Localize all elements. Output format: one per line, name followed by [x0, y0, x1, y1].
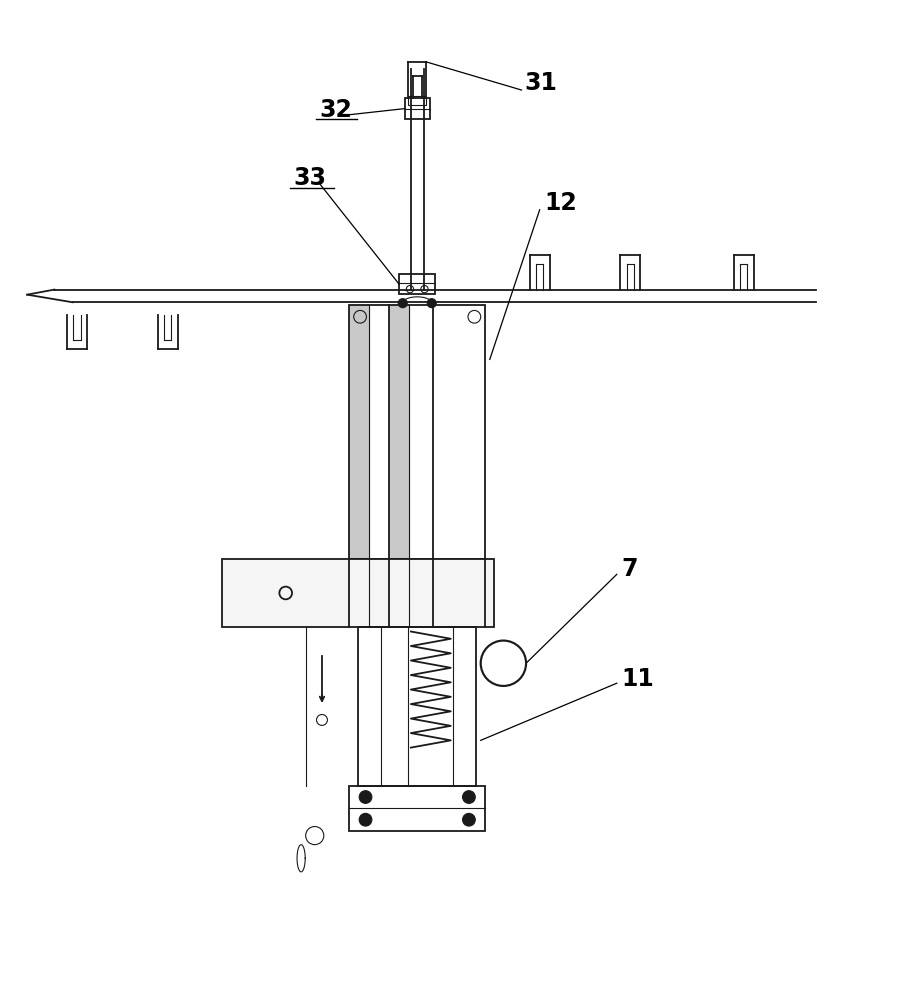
Circle shape	[463, 813, 475, 826]
Text: 11: 11	[621, 667, 654, 691]
Circle shape	[398, 299, 407, 308]
Text: 31: 31	[524, 71, 557, 95]
Bar	[349, 305, 485, 559]
Text: 12: 12	[544, 191, 577, 215]
Text: 33: 33	[294, 166, 327, 190]
Circle shape	[427, 299, 436, 308]
Circle shape	[359, 813, 372, 826]
Bar	[222, 559, 494, 627]
Text: 32: 32	[319, 98, 352, 122]
Bar	[405, 98, 430, 119]
Bar	[399, 274, 435, 294]
Bar	[349, 786, 485, 831]
Text: 7: 7	[621, 557, 638, 581]
Bar	[358, 627, 476, 786]
Circle shape	[359, 791, 372, 803]
Circle shape	[463, 791, 475, 803]
Bar	[408, 96, 426, 105]
